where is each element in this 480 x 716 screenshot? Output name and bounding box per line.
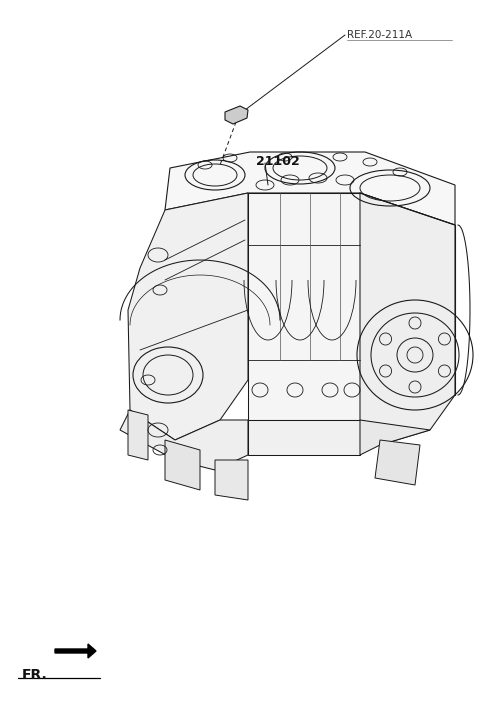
Polygon shape [165, 440, 200, 490]
Polygon shape [215, 460, 248, 500]
Polygon shape [128, 193, 248, 440]
Polygon shape [248, 420, 360, 455]
Text: FR.: FR. [22, 668, 48, 682]
Polygon shape [165, 152, 455, 225]
Polygon shape [360, 420, 430, 455]
Polygon shape [120, 410, 248, 470]
Polygon shape [55, 644, 96, 658]
Polygon shape [128, 410, 148, 460]
Text: REF.20-211A: REF.20-211A [347, 30, 412, 40]
Polygon shape [225, 106, 248, 124]
Polygon shape [375, 440, 420, 485]
Polygon shape [248, 193, 360, 420]
Polygon shape [120, 155, 460, 510]
Polygon shape [360, 193, 455, 445]
Text: 21102: 21102 [256, 155, 300, 168]
